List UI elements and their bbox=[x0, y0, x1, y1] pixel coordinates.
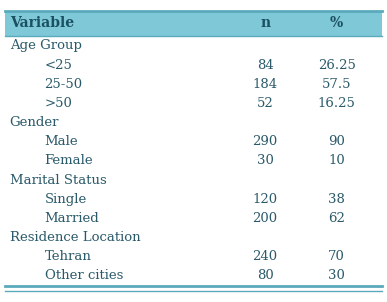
Text: Male: Male bbox=[45, 135, 78, 148]
Text: 38: 38 bbox=[328, 193, 345, 206]
Text: 25-50: 25-50 bbox=[45, 78, 83, 91]
Text: 52: 52 bbox=[257, 97, 274, 110]
Text: Single: Single bbox=[45, 193, 87, 206]
Text: 30: 30 bbox=[257, 154, 274, 167]
Text: Other cities: Other cities bbox=[45, 269, 123, 282]
Text: Residence Location: Residence Location bbox=[10, 231, 140, 244]
Text: n: n bbox=[260, 16, 270, 31]
Text: 240: 240 bbox=[253, 250, 277, 263]
Text: 200: 200 bbox=[253, 212, 277, 225]
Text: <25: <25 bbox=[45, 59, 72, 72]
Text: Female: Female bbox=[45, 154, 93, 167]
Text: Marital Status: Marital Status bbox=[10, 174, 106, 187]
Text: Age Group: Age Group bbox=[10, 39, 82, 52]
Text: 90: 90 bbox=[328, 135, 345, 148]
Text: 62: 62 bbox=[328, 212, 345, 225]
Text: >50: >50 bbox=[45, 97, 72, 110]
Text: 16.25: 16.25 bbox=[318, 97, 356, 110]
Text: Married: Married bbox=[45, 212, 99, 225]
Text: %: % bbox=[330, 16, 343, 31]
Text: Gender: Gender bbox=[10, 116, 59, 129]
Text: 290: 290 bbox=[252, 135, 278, 148]
Text: 84: 84 bbox=[257, 59, 274, 72]
Text: Variable: Variable bbox=[10, 16, 74, 31]
Text: 120: 120 bbox=[253, 193, 277, 206]
Text: 57.5: 57.5 bbox=[322, 78, 351, 91]
Bar bbox=[5, 11, 382, 36]
Text: 10: 10 bbox=[328, 154, 345, 167]
Text: 26.25: 26.25 bbox=[318, 59, 356, 72]
Text: 80: 80 bbox=[257, 269, 274, 282]
Text: 30: 30 bbox=[328, 269, 345, 282]
Text: Tehran: Tehran bbox=[45, 250, 91, 263]
Text: 70: 70 bbox=[328, 250, 345, 263]
Text: 184: 184 bbox=[253, 78, 277, 91]
